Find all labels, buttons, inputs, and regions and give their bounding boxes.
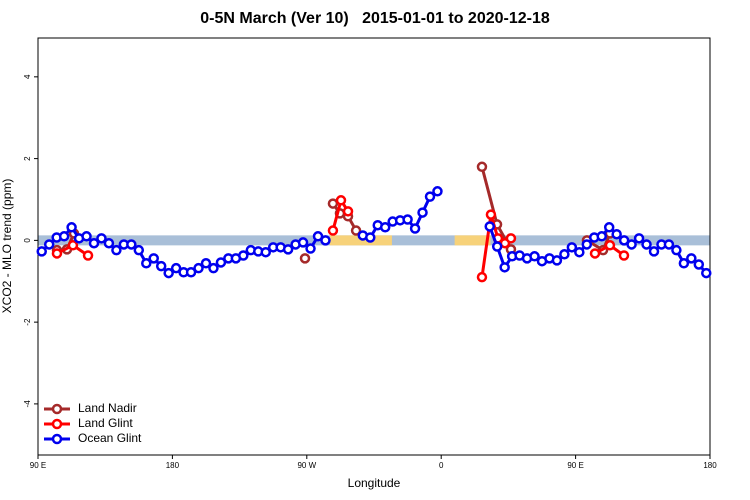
point: [58, 231, 70, 242]
point: [320, 235, 331, 246]
point: [66, 222, 77, 233]
legend-label: Land Nadir: [78, 401, 137, 415]
point: [299, 253, 311, 264]
point: [215, 257, 227, 268]
point: [67, 240, 79, 251]
point: [581, 239, 593, 250]
y-tick-label: 2: [23, 156, 32, 161]
point: [327, 198, 339, 209]
point: [409, 223, 421, 234]
series-line: [40, 190, 708, 275]
point: [81, 231, 92, 242]
point: [686, 253, 697, 264]
point: [200, 258, 212, 269]
point: [485, 209, 497, 220]
point: [148, 253, 159, 264]
y-axis-label: XCO2 - MLO trend (ppm): [0, 179, 14, 314]
x-tick-label: 180: [166, 461, 180, 470]
point: [566, 242, 578, 253]
legend-marker: [51, 433, 63, 445]
point: [693, 259, 705, 270]
point: [103, 237, 115, 249]
point: [208, 262, 219, 274]
point: [476, 161, 488, 173]
point: [432, 186, 443, 197]
point: [312, 231, 324, 242]
point: [603, 222, 615, 233]
point: [297, 237, 309, 248]
point: [36, 246, 47, 257]
point: [335, 195, 347, 206]
point: [126, 239, 137, 250]
point: [589, 248, 601, 259]
point: [484, 221, 495, 232]
point: [505, 233, 517, 244]
chart-title: 0-5N March (Ver 10) 2015-01-01 to 2020-1…: [200, 10, 550, 27]
point: [305, 243, 316, 254]
point: [417, 207, 428, 218]
point: [626, 239, 637, 250]
point: [155, 260, 167, 272]
point: [141, 258, 152, 269]
y-tick-label: -4: [23, 400, 32, 408]
legend-label: Ocean Glint: [78, 431, 142, 445]
point: [238, 250, 249, 261]
point: [618, 250, 630, 261]
plot-frame: [37, 37, 711, 456]
point: [574, 246, 585, 258]
point: [327, 225, 339, 236]
point: [559, 249, 570, 260]
point: [282, 244, 294, 255]
x-tick-label: 0: [439, 461, 444, 470]
point: [402, 214, 413, 225]
point: [424, 191, 436, 202]
point: [633, 233, 645, 244]
point: [596, 231, 607, 242]
point: [163, 267, 174, 279]
point: [604, 240, 616, 251]
point: [491, 241, 503, 252]
legend-marker: [51, 403, 63, 415]
point: [365, 232, 376, 243]
point: [170, 262, 182, 274]
y-tick-label: -2: [23, 318, 32, 326]
legend-label: Land Glint: [78, 416, 133, 430]
point: [133, 244, 145, 256]
point: [51, 248, 63, 259]
point: [701, 267, 712, 279]
point: [260, 246, 271, 258]
point: [611, 228, 622, 240]
point: [476, 271, 488, 283]
y-tick-label: 0: [23, 238, 32, 243]
point: [193, 262, 204, 274]
x-tick-label: 90 W: [297, 461, 316, 470]
point: [499, 262, 510, 273]
point: [96, 233, 107, 244]
point: [641, 239, 652, 250]
x-tick-label: 90 E: [567, 461, 583, 470]
x-tick-label: 180: [703, 461, 717, 470]
point: [82, 250, 94, 261]
x-axis-label: Longitude: [348, 476, 401, 490]
point: [111, 244, 122, 256]
point: [648, 246, 660, 257]
point: [529, 251, 540, 262]
point: [43, 239, 55, 250]
point: [342, 206, 354, 217]
point: [663, 239, 675, 250]
x-tick-label: 90 E: [30, 461, 46, 470]
point: [678, 258, 690, 269]
point: [350, 225, 362, 236]
point: [618, 235, 630, 246]
land-span: [454, 235, 491, 246]
point: [379, 222, 391, 233]
point: [88, 237, 100, 249]
legend-marker: [51, 418, 63, 430]
point: [671, 244, 682, 256]
point: [185, 267, 197, 278]
point: [551, 255, 563, 266]
y-tick-label: 4: [23, 74, 32, 79]
